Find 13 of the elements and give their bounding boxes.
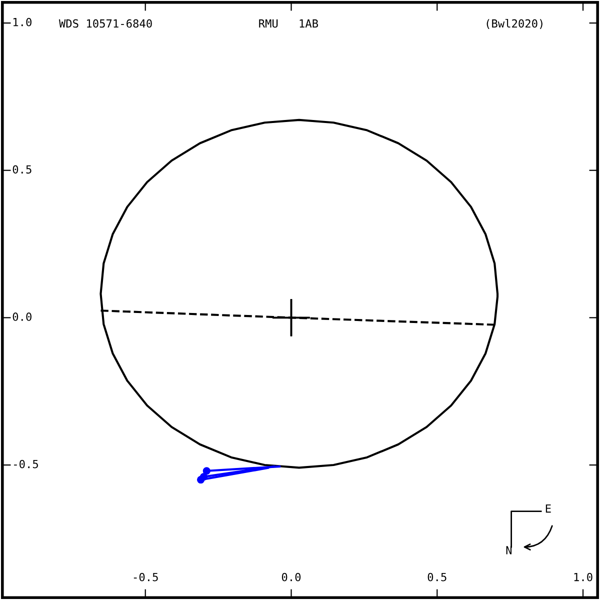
x-tick-label: 0.0	[282, 572, 301, 582]
annotation: (Bwl2020)	[486, 19, 542, 29]
x-tick-label: 1.0	[574, 572, 592, 582]
annotation: WDS 10571-6840	[58, 19, 152, 28]
y-tick-label: 0.0	[12, 312, 32, 321]
x-tick-label: 0.5	[428, 572, 446, 582]
annotation: RMU 1AB	[259, 19, 318, 28]
annotation: N	[506, 546, 512, 554]
annotation: E	[546, 504, 551, 513]
x-tick-label: -0.5	[134, 572, 158, 582]
y-tick-label: -0.5	[14, 460, 38, 468]
y-tick-label: 1.0	[13, 18, 32, 26]
y-tick-label: 0.5	[12, 165, 32, 174]
